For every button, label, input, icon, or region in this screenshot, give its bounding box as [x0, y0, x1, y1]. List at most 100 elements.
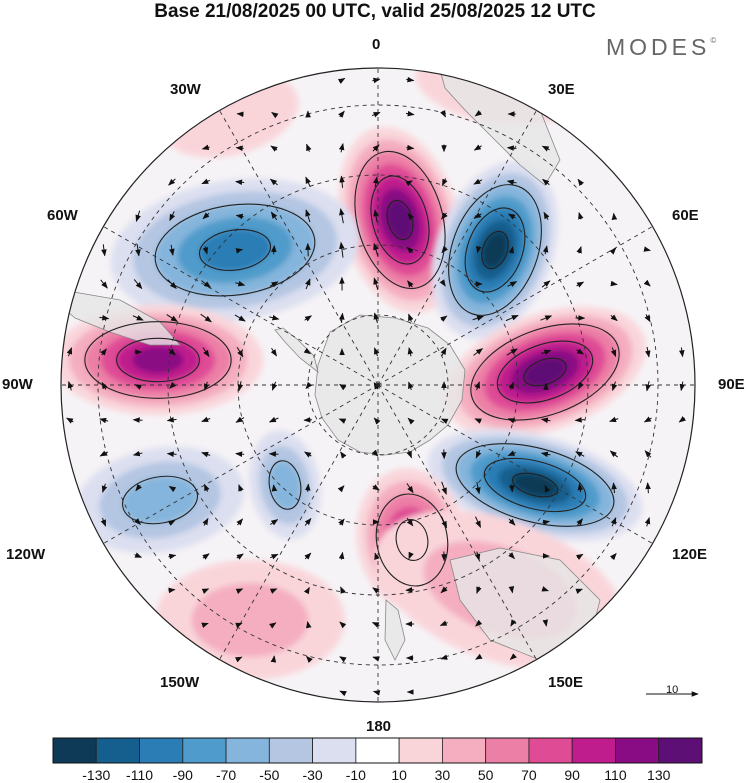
wind-arrow-134 [508, 381, 514, 390]
modes-logo: MODES© [606, 34, 717, 60]
colorbar-swatch-10 [485, 737, 530, 764]
contour-0-2 [354, 150, 446, 290]
wind-arrow-22 [541, 145, 550, 152]
wind-arrow-225 [168, 587, 176, 594]
wind-arrow-82 [576, 281, 585, 288]
wind-arrow-205 [508, 518, 516, 526]
colorbar-tick-label: -110 [126, 767, 154, 783]
wind-arrow-188 [509, 484, 515, 493]
colorbar-swatch-1 [95, 737, 140, 764]
wind-arrow-14 [270, 145, 278, 152]
wind-arrow-157 [643, 416, 652, 423]
arrow-right-icon [646, 691, 699, 697]
wind-arrow-52 [135, 244, 141, 257]
wind-arrow-107 [236, 346, 244, 358]
wind-arrow-256 [475, 653, 483, 660]
contour-4-2 [375, 493, 449, 587]
wind-arrow-86 [132, 315, 144, 321]
wind-arrow-206 [542, 519, 551, 526]
wind-arrow-146 [268, 416, 279, 423]
wind-arrow-85 [99, 315, 110, 321]
wind-arrow-153 [507, 418, 516, 424]
wind-arrow-51 [101, 244, 107, 257]
wind-arrow-174 [609, 450, 618, 458]
wind-arrow-177 [135, 484, 142, 492]
wind-arrow-103 [100, 348, 107, 356]
wind-arrow-226 [201, 588, 210, 594]
colorbar-tick-label: 70 [521, 767, 537, 783]
wind-arrow-133 [474, 381, 480, 391]
wind-arrow-185 [406, 483, 414, 494]
wind-arrow-46 [473, 212, 482, 219]
wind-arrow-33 [506, 179, 517, 186]
wind-arrow-26 [269, 178, 278, 186]
wind-arrow-255 [440, 654, 448, 660]
wind-arrow-125 [203, 381, 210, 391]
wind-arrow-15 [306, 143, 312, 152]
wind-arrow-2 [406, 76, 415, 83]
wind-arrow-131 [408, 381, 414, 391]
wind-arrow-130 [373, 382, 380, 390]
wind-arrow-142 [132, 417, 143, 423]
map-boundary [60, 67, 696, 703]
wind-arrow-151 [440, 418, 449, 425]
colorbar-tick-label: 30 [434, 767, 451, 783]
colorbar-tick-label: 50 [477, 767, 494, 783]
label-60e: 60E [672, 207, 699, 224]
wind-arrow-242 [339, 621, 347, 629]
wind-arrow-252 [339, 656, 347, 663]
wind-arrow-10 [474, 110, 482, 117]
wind-arrow-178 [168, 485, 177, 493]
wind-arrow-148 [338, 418, 347, 424]
label-60w: 60W [47, 207, 78, 224]
wind-arrow-129 [339, 383, 347, 391]
wind-arrow-199 [304, 517, 312, 526]
contour-6-2 [84, 321, 232, 399]
wind-arrow-166 [340, 451, 347, 459]
wind-arrow-167 [371, 449, 379, 457]
wind-arrow-42 [339, 208, 345, 224]
wind-arrow-56 [271, 245, 277, 255]
wind-arrow-40 [270, 211, 278, 221]
wind-arrow-38 [202, 212, 210, 220]
wind-arrow-145 [235, 416, 245, 423]
wind-arrow-93 [373, 312, 380, 324]
colorbar-swatch-8 [398, 737, 443, 764]
anomaly-cell-5-4 [199, 229, 271, 271]
wind-arrow-159 [99, 450, 109, 457]
wind-arrow-62 [476, 245, 482, 254]
contour-3-4 [483, 457, 587, 513]
wind-arrow-141 [99, 417, 109, 424]
wind-arrow-18 [406, 144, 415, 151]
wind-arrow-17 [372, 144, 380, 152]
colorbar-tick-label: -30 [302, 767, 323, 783]
wind-arrow-27 [305, 176, 311, 188]
wind-arrow-257 [509, 653, 517, 660]
wind-arrow-83 [610, 280, 618, 287]
wind-arrow-35 [577, 178, 585, 187]
wind-arrow-233 [440, 586, 448, 594]
wind-arrow-229 [303, 586, 310, 595]
wind-arrow-161 [166, 451, 177, 457]
wind-arrow-45 [441, 212, 448, 220]
wind-arrow-193 [100, 517, 107, 527]
contour-2-4 [496, 340, 594, 404]
wind-arrow-259 [372, 690, 381, 696]
colorbar-frame [52, 737, 703, 764]
wind-arrow-111 [374, 347, 380, 357]
anomaly-cell-9-1 [191, 583, 309, 657]
label-150e: 150E [548, 674, 584, 691]
wind-arrow-192 [645, 482, 651, 494]
wind-arrow-150 [407, 417, 415, 425]
wind-arrow-237 [575, 588, 583, 594]
wind-arrow-137 [611, 381, 618, 392]
wind-arrow-158 [678, 416, 686, 423]
wind-arrow-240 [269, 622, 277, 629]
wind-arrow-116 [541, 349, 552, 356]
label-0: 0 [372, 36, 381, 53]
wind-arrow-74 [305, 278, 311, 290]
wind-arrow-36 [135, 210, 141, 222]
wind-arrow-171 [507, 450, 516, 457]
wind-arrow-109 [303, 347, 312, 355]
isoline-contours [84, 150, 620, 587]
